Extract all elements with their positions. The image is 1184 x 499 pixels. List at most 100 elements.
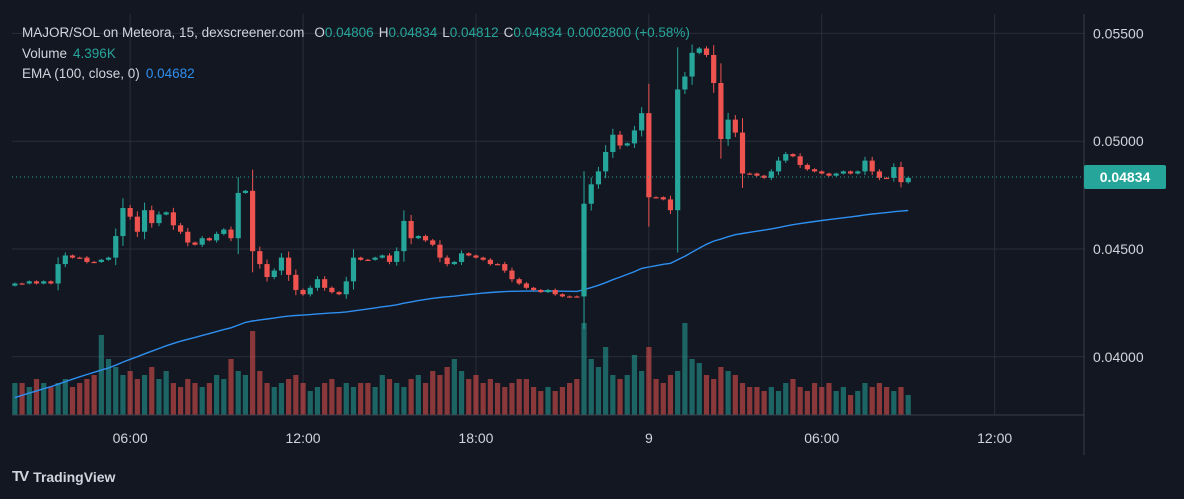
candle-body	[703, 48, 710, 55]
candle-body	[595, 171, 602, 185]
candle-body	[905, 177, 911, 183]
candle-body	[221, 229, 227, 234]
candle-body	[617, 134, 623, 146]
volume-bar	[401, 387, 407, 415]
grid-lines	[12, 14, 1084, 415]
close-value: 0.04834	[513, 25, 563, 40]
volume-bar	[394, 383, 400, 415]
volume-bar	[451, 359, 457, 415]
price-axis[interactable]: 0.05500 0.05000 0.04500 0.04000	[1093, 25, 1144, 364]
candle-body	[530, 287, 537, 290]
candle-body	[754, 173, 760, 176]
volume-bar	[242, 375, 249, 415]
candle-body	[401, 220, 407, 252]
volume-bar	[639, 371, 645, 415]
candle-body	[667, 199, 674, 211]
volume-bar	[487, 379, 493, 415]
volume-bar	[494, 383, 501, 415]
candle-body	[365, 259, 371, 261]
volume-bar	[422, 383, 429, 415]
volume-bar	[732, 375, 738, 415]
candle-body	[631, 130, 638, 144]
volume-bar	[444, 367, 450, 415]
candle-body	[833, 173, 839, 176]
candle-body	[516, 279, 522, 284]
volume-bar	[624, 375, 630, 415]
volume-bar	[797, 387, 803, 415]
candle-body	[739, 132, 746, 174]
volume-bar	[718, 367, 724, 415]
volume-bar	[214, 375, 220, 415]
candle-body	[437, 244, 443, 258]
high-value: 0.04834	[388, 25, 438, 40]
volume-bar	[783, 383, 789, 415]
volume-bar	[12, 383, 18, 415]
candle-body	[847, 171, 854, 174]
candle-body	[113, 236, 119, 258]
time-tick-label: 12:00	[286, 430, 321, 446]
candle-body	[552, 289, 558, 295]
symbol-title: MAJOR/SOL on Meteora, 15, dexscreener.co…	[22, 25, 305, 40]
last-price-badge	[1084, 164, 1166, 189]
candle-body	[840, 171, 846, 174]
volume-bar	[847, 395, 854, 415]
volume-bar	[581, 323, 587, 415]
volume-bar	[386, 379, 393, 415]
volume-bar	[437, 375, 443, 415]
candle-body	[444, 257, 450, 265]
candle-body	[430, 240, 436, 245]
volume-bar	[134, 379, 140, 415]
tradingview-brand[interactable]: TV TradingView	[12, 468, 115, 485]
candle-body	[69, 255, 76, 258]
volume-bar	[141, 375, 148, 415]
volume-bar	[62, 379, 68, 415]
candle-body	[811, 169, 818, 172]
volume-bar	[199, 387, 205, 415]
candlesticks	[12, 44, 911, 329]
volume-bar	[502, 387, 508, 415]
candle-body	[639, 113, 645, 131]
volume-bar	[379, 375, 385, 415]
brand-name: TradingView	[33, 468, 116, 485]
volume-bar	[552, 391, 558, 415]
ema-label: EMA (100, close, 0)	[22, 66, 140, 81]
volume-bar	[696, 363, 702, 415]
candle-body	[458, 253, 465, 262]
candle-body	[711, 54, 717, 83]
time-tick-label: 9	[645, 430, 653, 446]
candle-body	[538, 289, 544, 293]
volume-bar	[286, 379, 292, 415]
candle-body	[876, 171, 882, 178]
candle-body	[610, 134, 616, 152]
volume-bar	[98, 335, 104, 415]
time-tick-label: 06:00	[113, 430, 148, 446]
volume-bar	[876, 383, 882, 415]
candle-body	[214, 233, 220, 241]
volume-bar	[811, 383, 818, 415]
volume-bar	[574, 379, 580, 415]
ema-line-layer	[14, 209, 909, 399]
candle-body	[783, 154, 789, 161]
candle-body	[682, 76, 688, 90]
volume-bar	[156, 379, 162, 415]
volume-bar	[120, 375, 126, 415]
candle-body	[624, 143, 630, 146]
candle-body	[358, 257, 364, 260]
volume-bar	[754, 387, 760, 415]
low-value: 0.04812	[449, 25, 499, 40]
candle-body	[12, 283, 18, 286]
candle-body	[523, 283, 529, 288]
volume-bar	[869, 387, 875, 415]
candle-body	[307, 287, 313, 295]
volume-bar	[833, 391, 839, 415]
candle-body	[84, 257, 90, 262]
time-axis[interactable]: 06:00 12:00 18:00 9 06:00 12:00	[113, 430, 1013, 446]
volume-bar	[314, 387, 321, 415]
volume-bar	[559, 387, 566, 415]
tradingview-logo-icon: TV	[12, 468, 29, 485]
volume-bar	[804, 391, 810, 415]
ohlc-values: O 0.04806 H 0.04834 L 0.04812 C 0.04834 0.00…	[314, 23, 690, 44]
candle-body	[242, 190, 249, 193]
